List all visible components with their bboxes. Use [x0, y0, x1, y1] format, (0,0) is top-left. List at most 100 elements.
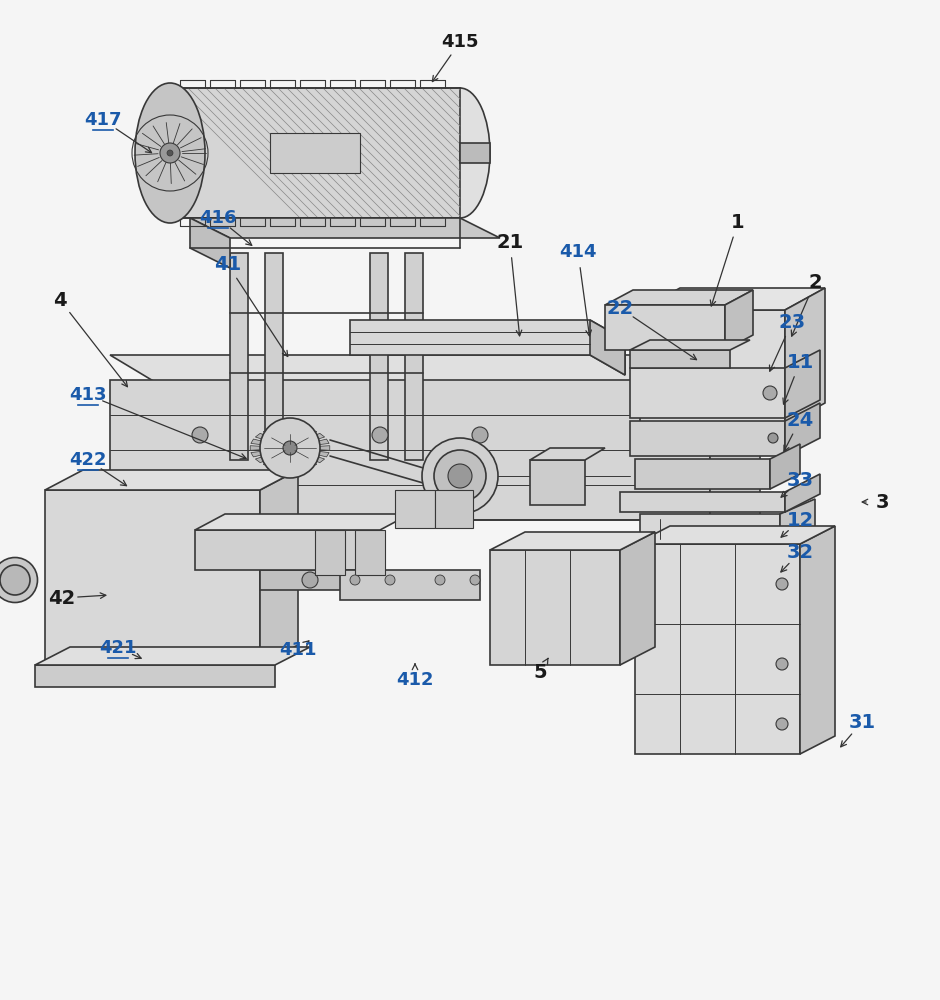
Circle shape	[472, 427, 488, 443]
Polygon shape	[263, 460, 275, 467]
Circle shape	[160, 143, 180, 163]
Polygon shape	[286, 464, 294, 470]
Polygon shape	[251, 451, 262, 457]
Bar	[640, 514, 780, 544]
Bar	[635, 459, 770, 489]
Polygon shape	[318, 439, 329, 445]
Circle shape	[372, 427, 388, 443]
Text: 414: 414	[559, 243, 597, 261]
Circle shape	[776, 578, 788, 590]
Text: 2: 2	[808, 272, 822, 292]
Polygon shape	[780, 499, 815, 544]
Polygon shape	[770, 444, 800, 489]
Bar	[435, 490, 473, 528]
Polygon shape	[305, 460, 317, 467]
Polygon shape	[312, 433, 324, 440]
Polygon shape	[305, 429, 317, 436]
Polygon shape	[195, 530, 380, 570]
Circle shape	[763, 386, 777, 400]
Text: 422: 422	[70, 451, 107, 469]
Circle shape	[435, 575, 445, 585]
Text: 416: 416	[199, 209, 237, 227]
Bar	[630, 368, 785, 418]
Bar	[230, 253, 248, 460]
Polygon shape	[35, 647, 310, 665]
Polygon shape	[320, 446, 330, 450]
Text: 41: 41	[214, 255, 242, 274]
Polygon shape	[274, 463, 284, 470]
Text: 4: 4	[54, 290, 67, 310]
Circle shape	[283, 441, 297, 455]
Circle shape	[470, 575, 480, 585]
Bar	[620, 492, 785, 512]
Polygon shape	[110, 355, 760, 385]
Polygon shape	[785, 288, 825, 425]
Bar	[270, 133, 360, 173]
Polygon shape	[296, 426, 306, 433]
Bar	[460, 143, 490, 163]
Bar	[395, 490, 435, 528]
Text: 412: 412	[397, 671, 433, 689]
Polygon shape	[785, 350, 820, 418]
Polygon shape	[605, 290, 753, 305]
Polygon shape	[251, 439, 262, 445]
Circle shape	[448, 464, 472, 488]
Polygon shape	[256, 456, 268, 463]
Text: 32: 32	[787, 542, 813, 562]
Bar	[265, 253, 283, 460]
Text: 415: 415	[441, 33, 478, 51]
Bar	[405, 253, 423, 460]
Bar	[35, 665, 275, 687]
Polygon shape	[620, 532, 655, 665]
Polygon shape	[190, 218, 230, 268]
Circle shape	[768, 433, 778, 443]
Bar	[370, 253, 388, 460]
Polygon shape	[312, 456, 324, 463]
Polygon shape	[605, 305, 725, 350]
Polygon shape	[286, 426, 294, 432]
Polygon shape	[256, 433, 268, 440]
Circle shape	[776, 658, 788, 670]
Text: 24: 24	[787, 410, 814, 430]
Bar	[170, 88, 460, 218]
Circle shape	[422, 438, 498, 514]
Polygon shape	[725, 290, 753, 350]
Ellipse shape	[430, 88, 490, 218]
Polygon shape	[640, 288, 825, 310]
Bar	[355, 530, 385, 575]
Text: 3: 3	[875, 492, 888, 512]
Text: 413: 413	[70, 386, 107, 404]
Circle shape	[260, 418, 320, 478]
Text: 411: 411	[279, 641, 317, 659]
Text: 5: 5	[533, 662, 547, 682]
Bar	[635, 544, 800, 754]
Circle shape	[192, 427, 208, 443]
Circle shape	[282, 427, 298, 443]
Bar	[530, 460, 585, 505]
Circle shape	[302, 572, 318, 588]
Bar	[630, 350, 730, 368]
Ellipse shape	[0, 558, 38, 602]
Polygon shape	[250, 446, 260, 450]
Polygon shape	[260, 470, 298, 665]
Text: 42: 42	[48, 588, 75, 607]
Polygon shape	[490, 532, 655, 550]
Polygon shape	[190, 218, 500, 238]
Circle shape	[350, 575, 360, 585]
Bar	[0, 568, 15, 592]
Polygon shape	[640, 310, 785, 425]
Text: 21: 21	[496, 232, 524, 251]
Bar	[45, 490, 260, 665]
Ellipse shape	[0, 565, 30, 595]
Text: 11: 11	[787, 353, 814, 371]
Circle shape	[434, 450, 486, 502]
Polygon shape	[350, 320, 625, 375]
Text: 22: 22	[606, 298, 634, 318]
Polygon shape	[340, 570, 480, 600]
Polygon shape	[635, 526, 835, 544]
Polygon shape	[45, 470, 298, 490]
Text: 1: 1	[731, 213, 744, 232]
Text: 421: 421	[100, 639, 136, 657]
Bar	[490, 550, 620, 665]
Polygon shape	[785, 403, 820, 456]
